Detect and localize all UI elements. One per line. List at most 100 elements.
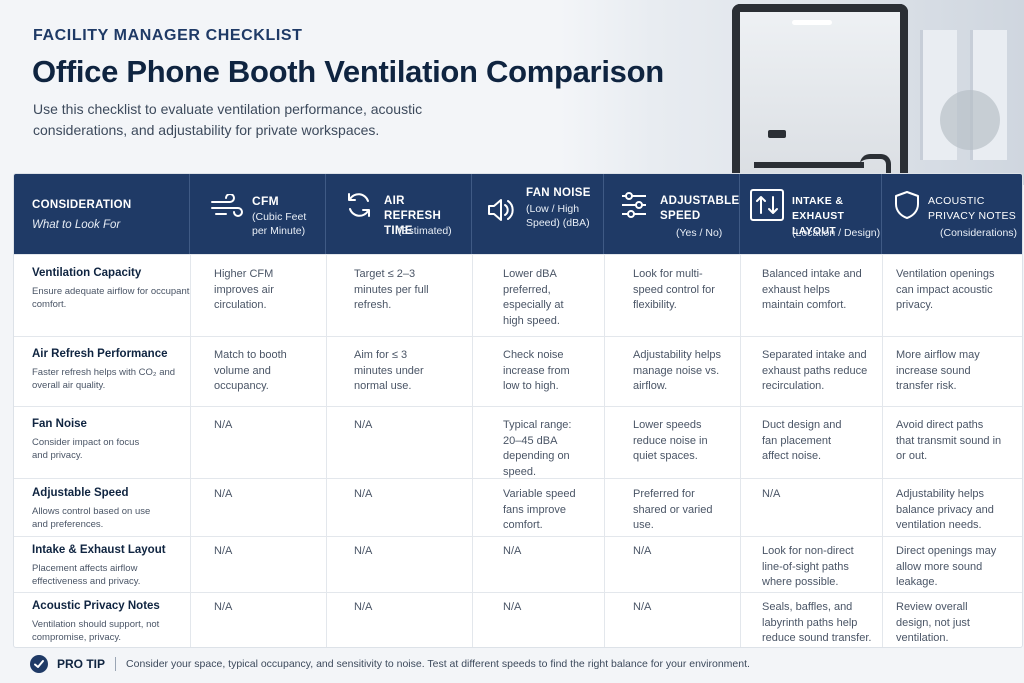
page-title: Office Phone Booth Ventilation Compariso… — [32, 54, 664, 89]
row-title: Air Refresh Performance — [32, 348, 168, 360]
table-cell: N/A — [214, 601, 233, 613]
table-cell: N/A — [633, 601, 652, 613]
intro-text: Use this checklist to evaluate ventilati… — [33, 101, 423, 138]
table-row: Fan Noise Consider impact on focus and p… — [14, 406, 1022, 479]
table-cell: Direct openings may allow more sound lea… — [896, 545, 997, 588]
row-description: Consider impact on focus and privacy. — [32, 437, 140, 461]
divider — [115, 657, 117, 671]
header-cfm: CFM (Cubic Feet per Minute) — [190, 174, 326, 254]
booth-light — [792, 20, 832, 25]
header-label: INTAKE & EXHAUST LAYOUT — [792, 195, 845, 237]
header-label: ACOUSTIC PRIVACY NOTES — [928, 195, 1017, 222]
table-cell: N/A — [354, 419, 373, 431]
eyebrow-label: FACILITY MANAGER CHECKLIST — [33, 27, 303, 44]
airflow-icon — [211, 194, 243, 217]
row-description: Faster refresh helps with CO₂ and overal… — [32, 367, 176, 391]
booth-chair — [860, 154, 891, 185]
table-cell: Adjustability helps balance privacy and … — [896, 488, 994, 531]
table-cell: N/A — [214, 488, 233, 500]
header-fan-noise: FAN NOISE (Low / High Speed) (dBA) — [472, 174, 604, 254]
table-row: Adjustable Speed Allows control based on… — [14, 478, 1022, 537]
table-cell: Review overall design, not just ventilat… — [896, 601, 970, 644]
header-label: AIR REFRESH TIME — [384, 195, 442, 237]
table-cell: Target ≤ 2–3 minutes per full refresh. — [354, 268, 429, 311]
refresh-icon — [348, 193, 370, 217]
row-description: Ventilation should support, not compromi… — [32, 619, 160, 643]
table-cell: Separated intake and exhaust paths reduc… — [762, 349, 868, 392]
table-cell: Check noise increase from low to high. — [503, 349, 570, 392]
row-description: Placement affects airflow effectiveness … — [32, 563, 141, 587]
table-cell: Lower dBA preferred, especially at high … — [503, 268, 564, 327]
column-divider — [882, 254, 883, 647]
table-cell: Duct design and fan placement affect noi… — [762, 419, 842, 462]
table-cell: Look for non-direct line-of-sight paths … — [762, 545, 854, 588]
table-cell: N/A — [354, 601, 373, 613]
table-header: CONSIDERATION What to Look For CFM (Cubi… — [14, 174, 1022, 254]
checkmark-icon — [30, 655, 48, 673]
header-acoustic-privacy: ACOUSTIC PRIVACY NOTES (Considerations) — [882, 174, 1022, 254]
header-sublabel: (Estimated) — [398, 225, 452, 237]
table-row: Ventilation Capacity Ensure adequate air… — [14, 254, 1022, 337]
table-cell: N/A — [503, 601, 522, 613]
row-title: Intake & Exhaust Layout — [32, 544, 166, 556]
arrows-updown-icon — [750, 189, 784, 221]
header-sublabel: (Considerations) — [940, 227, 1018, 239]
table-cell: Typical range: 20–45 dBA depending on sp… — [503, 419, 572, 478]
phone-booth-shape — [732, 4, 908, 185]
header-sublabel: What to Look For — [32, 219, 121, 231]
header-adjustable-speed: ADJUSTABLE SPEED (Yes / No) — [604, 174, 740, 254]
table-cell: N/A — [214, 545, 233, 557]
booth-control-panel — [768, 130, 786, 138]
column-divider — [740, 254, 741, 647]
column-divider — [472, 254, 473, 647]
table-cell: Higher CFM improves air circulation. — [214, 268, 274, 311]
header-sublabel: (Cubic Feet per Minute) — [252, 211, 307, 237]
row-title: Adjustable Speed — [32, 487, 129, 499]
table-cell: N/A — [354, 488, 373, 500]
header-label: ADJUSTABLE SPEED — [660, 195, 740, 222]
table-cell: Match to booth volume and occupancy. — [214, 349, 287, 392]
pro-tip-text: Consider your space, typical occupancy, … — [126, 658, 750, 670]
table-cell: Look for multi-speed control for flexibi… — [633, 268, 715, 311]
row-title: Fan Noise — [32, 418, 87, 430]
table-cell: N/A — [503, 545, 522, 557]
column-divider — [326, 254, 327, 647]
table-cell: Avoid direct paths that transmit sound i… — [896, 419, 1002, 462]
table-cell: N/A — [354, 545, 373, 557]
header-consideration: CONSIDERATION What to Look For — [14, 174, 190, 254]
table-cell: Aim for ≤ 3 minutes under normal use. — [354, 349, 424, 392]
table-cell: Preferred for shared or varied use. — [633, 488, 713, 531]
table-row: Acoustic Privacy Notes Ventilation shoul… — [14, 592, 1022, 647]
sliders-icon — [622, 192, 646, 218]
table-cell: Seals, baffles, and labyrinth paths help… — [762, 601, 872, 644]
speaker-icon — [488, 199, 514, 221]
column-divider — [604, 254, 605, 647]
row-description: Allows control based on use and preferen… — [32, 506, 151, 530]
booth-desk — [754, 162, 864, 168]
table-cell: Lower speeds reduce noise in quiet space… — [633, 419, 708, 462]
header-label: CFM — [252, 194, 279, 208]
table-row: Intake & Exhaust Layout Placement affect… — [14, 536, 1022, 593]
row-title: Ventilation Capacity — [32, 267, 142, 279]
header-sublabel: (Low / High Speed) (dBA) — [526, 203, 590, 229]
pro-tip-label: PRO TIP — [57, 657, 106, 671]
plant-shape — [940, 90, 1000, 150]
table-cell: Adjustability helps manage noise vs. air… — [633, 349, 722, 392]
header-label: CONSIDERATION — [32, 199, 132, 211]
table-cell: Ventilation openings can impact acoustic… — [896, 268, 995, 311]
header-sublabel: (Yes / No) — [676, 227, 723, 239]
header-air-refresh: AIR REFRESH TIME (Estimated) — [326, 174, 472, 254]
table-cell: Variable speed fans improve comfort. — [503, 488, 576, 531]
shield-icon — [895, 191, 919, 219]
pro-tip-bar: PRO TIP Consider your space, typical occ… — [30, 654, 750, 674]
table-row: Air Refresh Performance Faster refresh h… — [14, 336, 1022, 407]
hero-photo-booth-image — [560, 0, 1024, 185]
table-cell: N/A — [633, 545, 652, 557]
header-sublabel: (Location / Design) — [792, 227, 881, 239]
table-cell: N/A — [762, 488, 781, 500]
row-description: Ensure adequate airflow for occupant com… — [32, 286, 190, 310]
window-pane — [920, 30, 957, 160]
table-cell: More airflow may increase sound transfer… — [896, 349, 980, 392]
header-intake-exhaust: INTAKE & EXHAUST LAYOUT (Location / Desi… — [740, 174, 882, 254]
column-divider — [190, 254, 191, 647]
